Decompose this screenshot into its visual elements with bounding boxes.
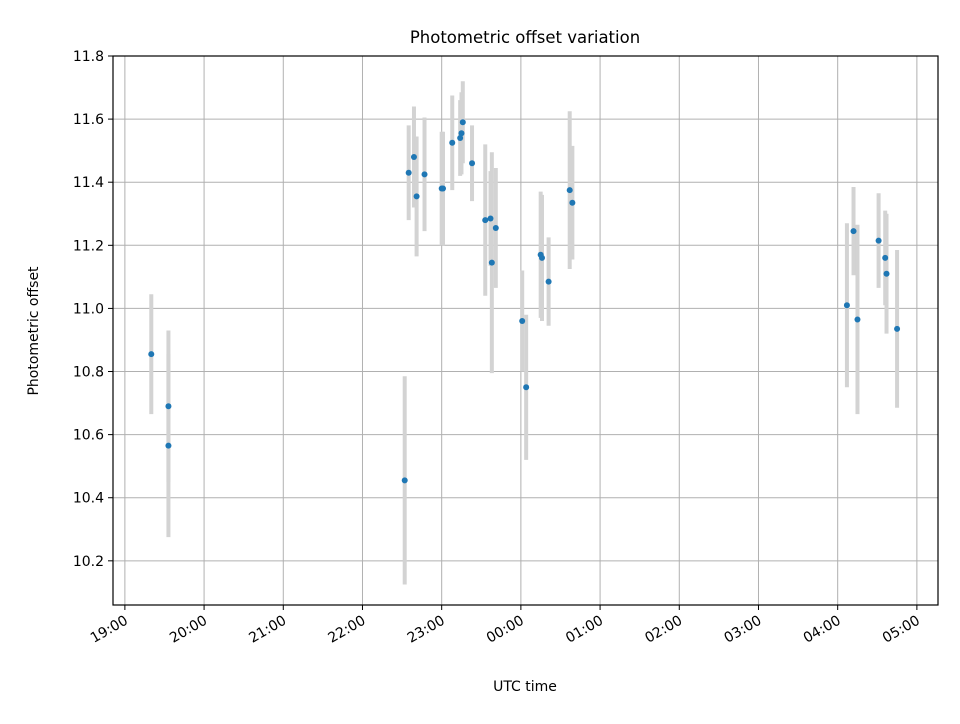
y-tick-label: 10.4 xyxy=(73,491,104,507)
data-point xyxy=(894,325,901,332)
x-tick-label: 01:00 xyxy=(563,613,606,647)
data-point xyxy=(519,318,526,325)
x-axis-label: UTC time xyxy=(493,679,557,695)
data-point xyxy=(165,442,172,449)
data-point xyxy=(165,403,172,410)
y-tick-label: 11.8 xyxy=(73,49,104,65)
chart-title: Photometric offset variation xyxy=(410,28,640,47)
data-point xyxy=(523,384,530,391)
x-tick-label: 03:00 xyxy=(722,613,765,647)
x-tick-label: 20:00 xyxy=(167,613,210,647)
data-point xyxy=(539,254,545,261)
data-points xyxy=(148,119,901,484)
y-tick-label: 10.8 xyxy=(73,365,104,381)
data-point xyxy=(457,135,464,142)
data-point xyxy=(492,224,499,231)
data-point xyxy=(148,351,155,358)
data-point xyxy=(569,199,576,206)
y-tick-label: 10.2 xyxy=(73,554,104,570)
x-tick-label: 02:00 xyxy=(642,613,685,647)
x-tick-label: 22:00 xyxy=(326,613,369,647)
y-tick-label: 10.6 xyxy=(73,428,104,444)
x-tick-label: 05:00 xyxy=(880,613,923,647)
data-point xyxy=(482,217,489,224)
data-point xyxy=(566,187,573,194)
y-tick-label: 11.6 xyxy=(73,112,104,128)
data-point xyxy=(545,278,552,285)
data-point xyxy=(854,316,861,323)
data-point xyxy=(843,302,850,309)
data-point xyxy=(487,215,494,222)
x-tick-label: 19:00 xyxy=(88,613,131,647)
x-tick-label: 23:00 xyxy=(405,613,448,647)
data-point xyxy=(459,119,466,126)
data-point xyxy=(875,237,882,244)
x-tick-label: 00:00 xyxy=(484,613,527,647)
data-point xyxy=(469,160,476,167)
y-tick-label: 11.2 xyxy=(73,238,104,254)
error-bars xyxy=(149,81,900,585)
grid xyxy=(113,55,938,605)
x-tick-label: 04:00 xyxy=(801,613,844,647)
data-point xyxy=(413,193,420,200)
data-point xyxy=(458,130,465,137)
x-tick-label: 21:00 xyxy=(246,613,289,647)
data-point xyxy=(850,228,857,235)
plot-area-frame xyxy=(112,55,939,606)
y-tick-label: 11.4 xyxy=(73,175,104,191)
data-point xyxy=(401,477,408,484)
data-point xyxy=(421,171,428,178)
data-point xyxy=(882,254,889,261)
data-point xyxy=(410,153,417,160)
y-tick-label: 11.0 xyxy=(73,301,104,317)
data-point xyxy=(405,169,412,176)
data-point xyxy=(440,185,446,192)
data-point xyxy=(449,139,456,146)
y-axis-ticks: 10.2 10.4 10.6 10.8 11.0 11.2 11.4 11.6 11.8 xyxy=(73,49,113,570)
y-axis-label: Photometric offset xyxy=(26,266,42,396)
data-point xyxy=(488,259,495,266)
x-axis-ticks: 19:00 20:00 21:00 22:00 23:00 00:00 01:00 02:00… xyxy=(88,605,923,647)
data-point xyxy=(883,270,890,277)
